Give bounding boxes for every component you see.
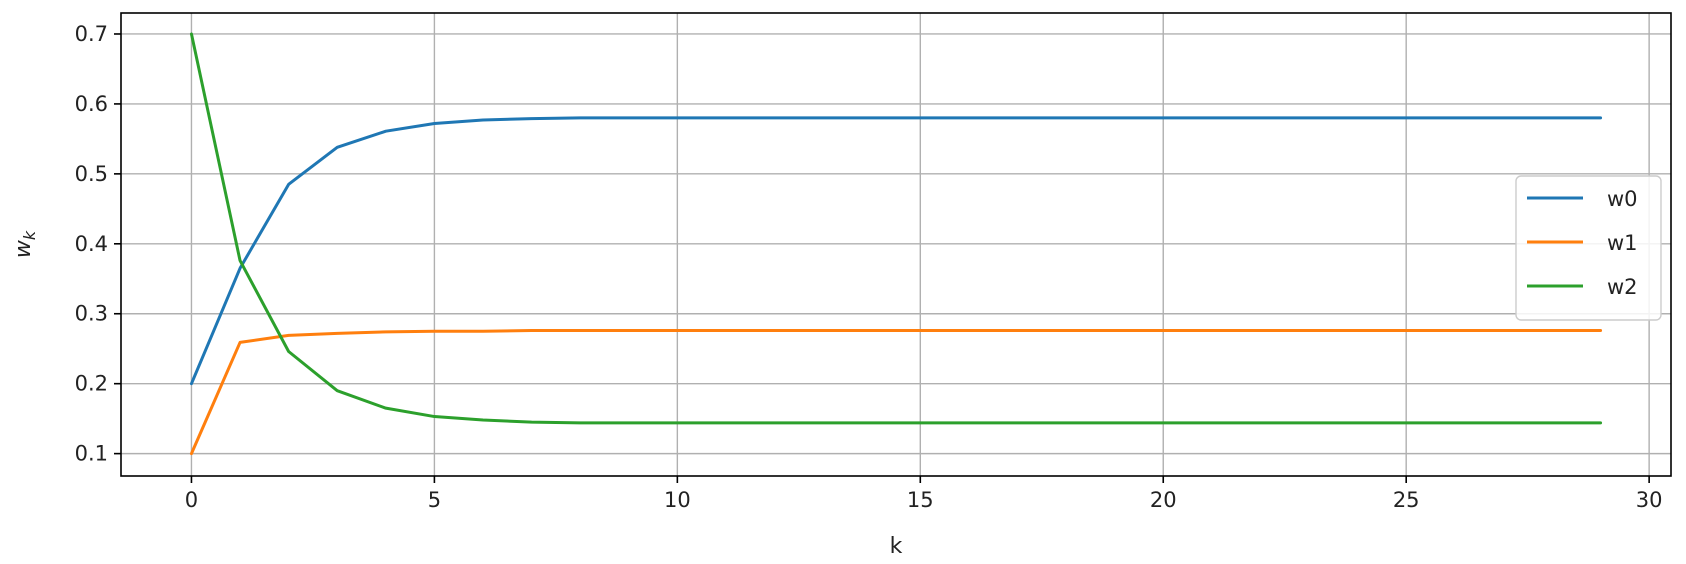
legend: w0 w1 w2 — [1515, 175, 1662, 321]
y-axis-label-main: w — [11, 239, 36, 258]
series-line-w2 — [189, 32, 1603, 425]
y-tick-label: 0.3 — [75, 302, 108, 326]
y-tick-label: 0.4 — [75, 232, 108, 256]
legend-label-w1: w1 — [1607, 231, 1638, 255]
series-line-w0 — [189, 116, 1603, 386]
y-tick-label: 0.1 — [75, 442, 108, 466]
series-line-w1 — [189, 329, 1603, 456]
series-lines — [189, 32, 1603, 456]
axis-ticks: 0 5 10 15 20 25 30 0.1 0.2 0.3 0.4 0.5 0.6 0.7 — [75, 22, 1663, 512]
legend-label-w0: w0 — [1607, 187, 1638, 211]
legend-label-w2: w2 — [1607, 275, 1638, 299]
x-tick-label: 0 — [185, 488, 198, 512]
x-axis-label: k — [890, 534, 903, 559]
y-tick-label: 0.5 — [75, 162, 108, 186]
y-tick-label: 0.6 — [75, 92, 108, 116]
x-tick-label: 20 — [1150, 488, 1177, 512]
x-tick-label: 15 — [907, 488, 934, 512]
y-axis-label: wk — [11, 230, 39, 258]
x-tick-label: 10 — [664, 488, 691, 512]
y-axis-label-subscript: k — [20, 230, 39, 240]
y-tick-label: 0.2 — [75, 372, 108, 396]
x-tick-label: 30 — [1636, 488, 1663, 512]
x-tick-label: 5 — [428, 488, 441, 512]
x-tick-label: 25 — [1393, 488, 1420, 512]
legend-frame — [1515, 175, 1662, 321]
y-tick-label: 0.7 — [75, 22, 108, 46]
grid — [121, 13, 1671, 476]
